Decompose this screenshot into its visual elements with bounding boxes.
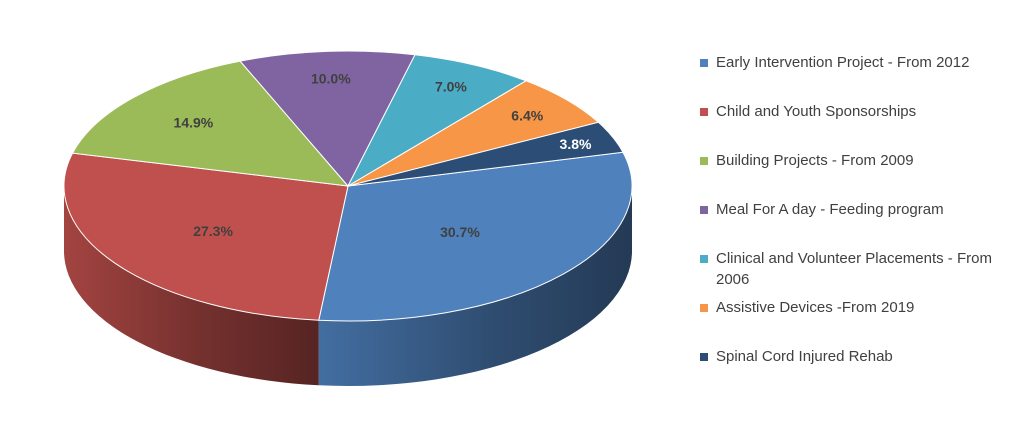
pie-data-label: 14.9% <box>174 114 214 130</box>
legend-swatch <box>700 304 708 312</box>
pie-slice <box>347 80 600 187</box>
pie-slices <box>63 50 633 322</box>
legend-item: Clinical and Volunteer Placements - From… <box>700 248 1020 290</box>
legend-item: Building Projects - From 2009 <box>700 150 1020 171</box>
legend-swatch <box>700 206 708 214</box>
pie-data-label: 6.4% <box>511 107 543 123</box>
legend-label: Early Intervention Project - From 2012 <box>716 54 970 71</box>
pie-data-label: 7.0% <box>435 79 467 95</box>
pie-data-label: 27.3% <box>193 223 233 239</box>
legend-swatch <box>700 255 708 263</box>
pie-slice <box>63 152 349 321</box>
pie-data-label: 3.8% <box>560 136 592 152</box>
legend-item: Early Intervention Project - From 2012 <box>700 52 1020 73</box>
legend-swatch <box>700 59 708 67</box>
legend-label: Spinal Cord Injured Rehab <box>716 348 893 365</box>
legend-item: Child and Youth Sponsorships <box>700 101 1020 122</box>
legend-swatch <box>700 353 708 361</box>
legend-label: Child and Youth Sponsorships <box>716 103 917 120</box>
legend-item: Meal For A day - Feeding program <box>700 199 1020 220</box>
pie-slice <box>239 50 416 187</box>
legend-label: Meal For A day - Feeding program <box>716 201 944 218</box>
legend-swatch <box>700 108 708 116</box>
pie-slice <box>71 60 350 187</box>
pie-slice-side <box>64 186 319 386</box>
chart-legend: Early Intervention Project - From 2012 C… <box>700 52 1020 365</box>
legend-swatch <box>700 157 708 165</box>
pie-sides <box>64 186 632 386</box>
legend-label: Clinical and Volunteer Placements - From… <box>716 250 992 288</box>
pie-data-label: 30.7% <box>440 224 480 240</box>
legend-item: Spinal Cord Injured Rehab <box>700 346 1020 367</box>
pie-data-labels: 30.7% 27.3% 14.9% 10.0% 7.0% 6.4% 3.8% <box>174 70 592 239</box>
pie-data-label: 10.0% <box>311 70 351 86</box>
pie-slice <box>318 151 633 322</box>
legend-label: Assistive Devices -From 2019 <box>716 299 915 316</box>
pie-slice-side <box>318 186 632 386</box>
legend-item: Assistive Devices -From 2019 <box>700 297 1020 318</box>
pie-slice <box>347 121 624 187</box>
legend-label: Building Projects - From 2009 <box>716 152 914 169</box>
pie-slice <box>346 54 528 188</box>
